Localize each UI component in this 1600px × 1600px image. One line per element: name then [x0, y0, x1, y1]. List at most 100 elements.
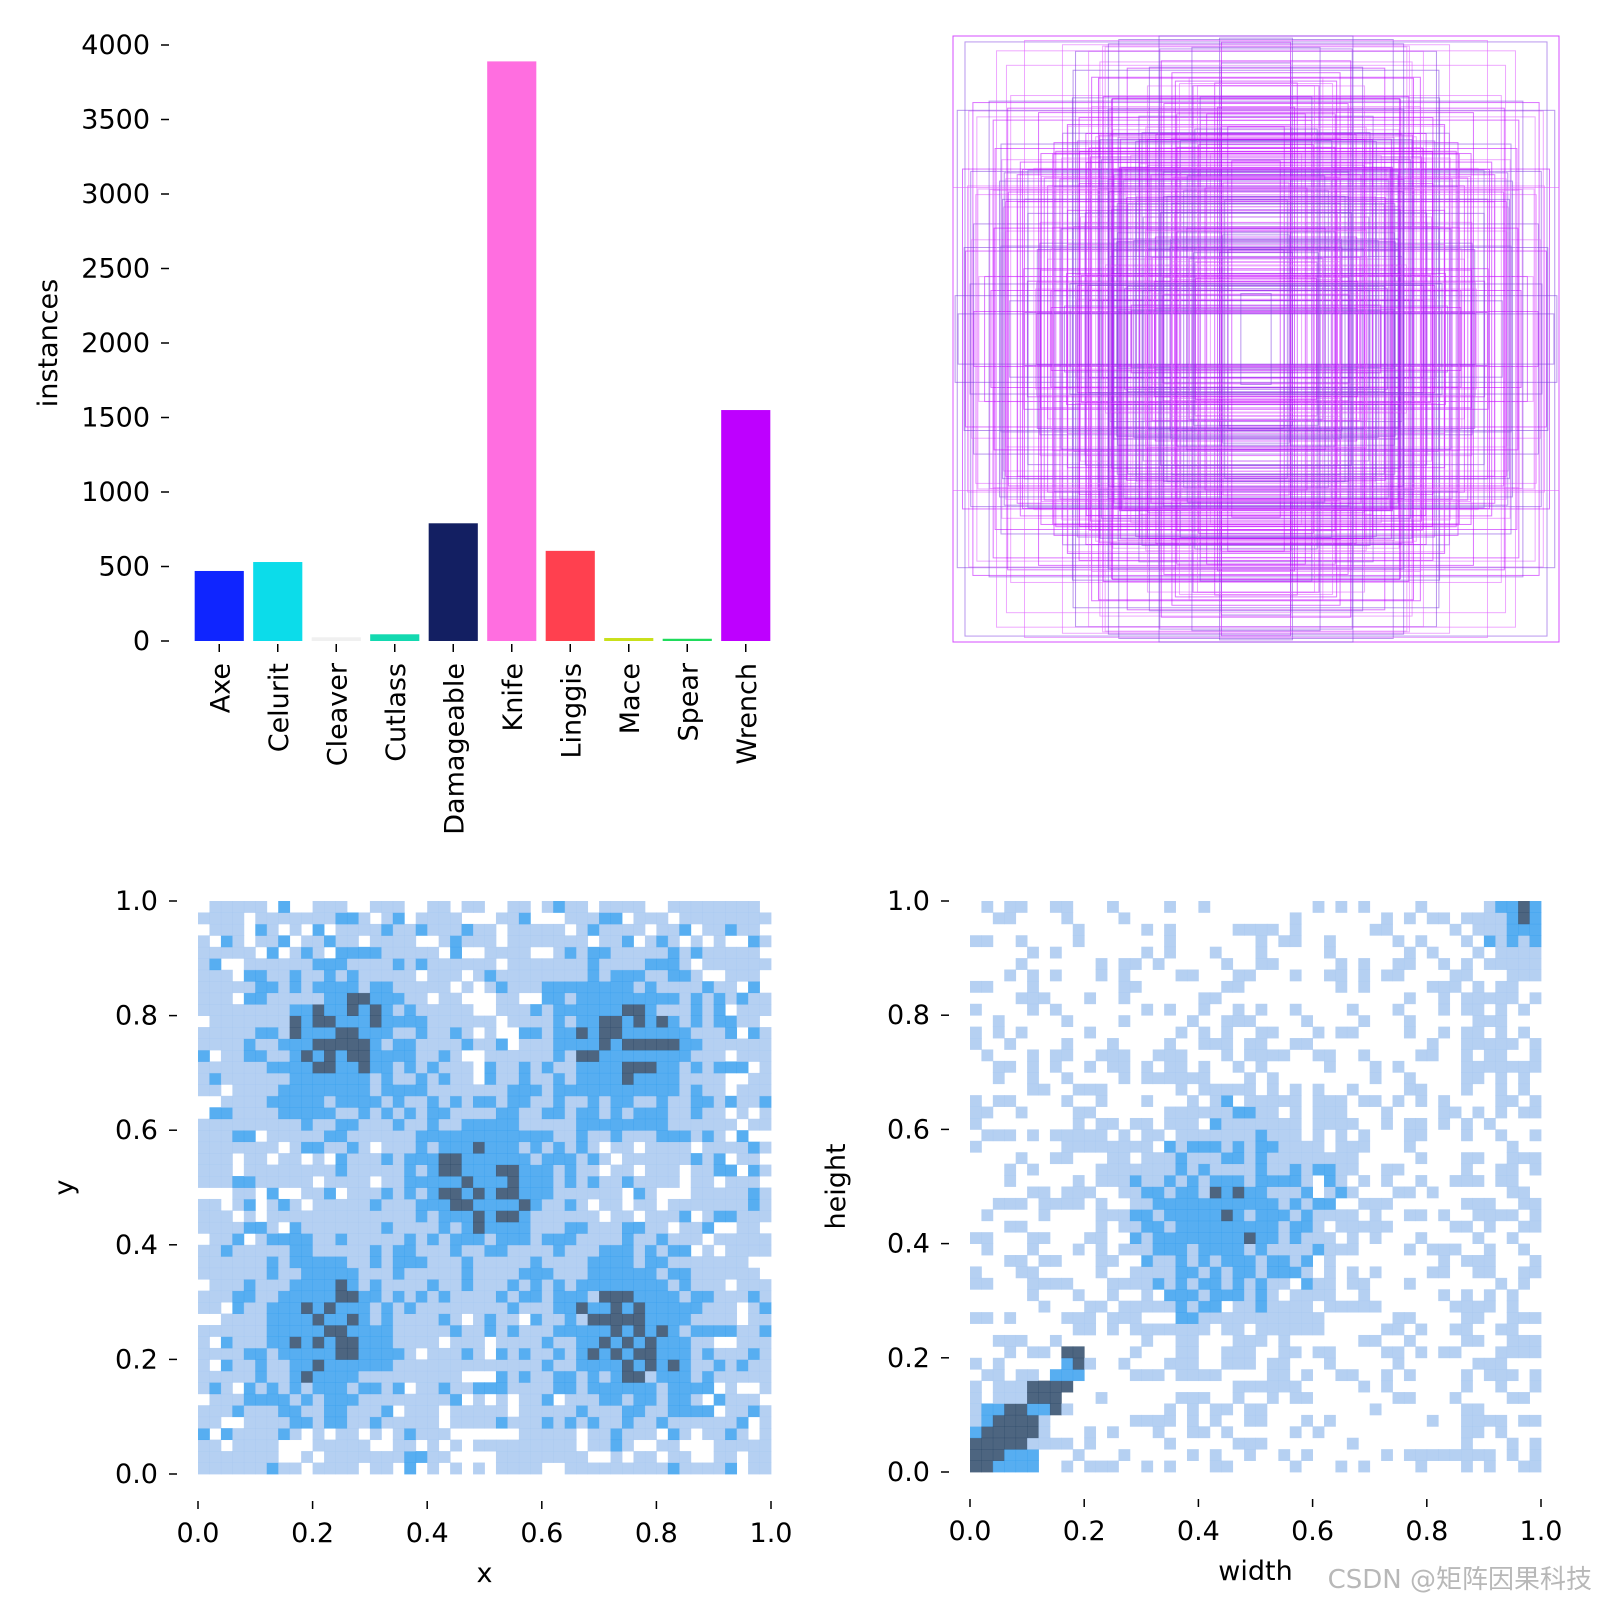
heatmap-cell [970, 935, 982, 948]
heatmap-cell [289, 1393, 302, 1406]
heatmap-cell [553, 969, 566, 982]
heatmap-cell [209, 1221, 222, 1234]
heatmap-cell [690, 1176, 703, 1188]
heatmap-cell [610, 1336, 623, 1349]
heatmap-cell [369, 1153, 382, 1165]
heatmap-cell [1312, 1083, 1325, 1096]
heatmap-cell [1164, 1277, 1176, 1290]
heatmap-cell [1483, 901, 1496, 913]
heatmap-xtick-label: 0.2 [291, 1518, 334, 1549]
heatmap-cell [278, 1153, 291, 1165]
heatmap-cell [450, 1049, 462, 1062]
heatmap-cell [1255, 1266, 1268, 1279]
heatmap-cell [576, 1004, 589, 1016]
heatmap-cell [530, 935, 543, 948]
heatmap-cell [209, 1198, 222, 1211]
heatmap-cell [495, 1416, 508, 1429]
heatmap-cell [324, 1451, 336, 1463]
heatmap-cell [679, 1256, 692, 1269]
heatmap-cell [1175, 1334, 1188, 1347]
heatmap-cell [335, 1164, 348, 1177]
heatmap-cell [1289, 1255, 1302, 1267]
heatmap-cell [564, 1198, 577, 1211]
heatmap-cell [1461, 1175, 1473, 1187]
heatmap-cell [381, 1290, 394, 1303]
heatmap-cell [1175, 1163, 1188, 1176]
heatmap-cell [392, 1302, 405, 1314]
heatmap-cell [702, 1313, 715, 1326]
heatmap-cell [622, 1416, 634, 1429]
heatmap-cell [1164, 1175, 1176, 1187]
heatmap-cell [1518, 1243, 1530, 1256]
heatmap-cell [1175, 1026, 1188, 1039]
heatmap-cell [1449, 1449, 1462, 1461]
heatmap-cell [1278, 1140, 1291, 1153]
heatmap-cell [461, 1359, 474, 1372]
heatmap-cell [1461, 1049, 1473, 1062]
heatmap-cell [450, 1405, 462, 1418]
heatmap-cell [427, 1141, 440, 1154]
heatmap-cell [1255, 1209, 1268, 1222]
heatmap-cell [404, 1221, 417, 1234]
heatmap-cell [1244, 969, 1256, 982]
heatmap-cell [1004, 1038, 1017, 1050]
heatmap-cell [289, 1176, 302, 1188]
heatmap-cell [278, 969, 291, 982]
heatmap-cell [530, 1015, 543, 1028]
heatmap-cell [1392, 969, 1405, 982]
heatmap-cell [415, 946, 428, 959]
heatmap-cell [220, 1451, 233, 1463]
heatmap-cell [1164, 1140, 1176, 1153]
heatmap-cell [381, 1313, 394, 1326]
heatmap-cell [518, 1233, 531, 1246]
heatmap-cell [369, 901, 382, 913]
heatmap-cell [312, 1325, 325, 1337]
heatmap-cell [438, 1004, 451, 1016]
heatmap-cell [1438, 1449, 1451, 1461]
heatmap-cell [1004, 1414, 1017, 1427]
bar-xtick-label: Linggis [556, 663, 587, 759]
heatmap-cell [633, 1279, 646, 1292]
overlay-box [973, 311, 1539, 367]
heatmap-cell [301, 1244, 313, 1257]
heatmap-cell [679, 1405, 692, 1418]
heatmap-cell [1506, 1209, 1519, 1222]
heatmap-cell [748, 1015, 760, 1028]
heatmap-cell [369, 1004, 382, 1016]
heatmap-cell [564, 1084, 577, 1097]
heatmap-cell [220, 1118, 233, 1131]
heatmap-cell [507, 1153, 520, 1165]
heatmap-cell [644, 1267, 657, 1280]
overlay-box [1102, 96, 1410, 582]
heatmap-cell [1255, 1106, 1268, 1119]
heatmap-cell [324, 992, 336, 1005]
heatmap-cell [530, 1095, 543, 1108]
heatmap-cell [633, 1004, 646, 1016]
heatmap-cell [1438, 1243, 1451, 1256]
heatmap-cell [622, 923, 634, 936]
heatmap-cell [564, 1405, 577, 1418]
heatmap-cell [970, 1106, 982, 1119]
heatmap-cell [656, 1462, 669, 1475]
heatmap-cell [633, 1095, 646, 1108]
heatmap-cell [1403, 1015, 1416, 1028]
heatmap-cell [633, 1325, 646, 1337]
heatmap-cell [461, 1107, 474, 1120]
heatmap-cell [220, 969, 233, 982]
heatmap-cell [266, 1382, 279, 1395]
heatmap-cell [266, 1221, 279, 1234]
heatmap-cell [530, 1325, 543, 1337]
heatmap-cell [1483, 1117, 1496, 1130]
heatmap-cell [209, 1176, 222, 1188]
heatmap-cell [981, 1312, 994, 1324]
heatmap-cell [1255, 1003, 1268, 1016]
heatmap-cell [1209, 1117, 1222, 1130]
heatmap-cell [1027, 1392, 1039, 1404]
heatmap-cell [970, 1038, 982, 1050]
heatmap-cell [427, 1095, 440, 1108]
heatmap-cell [1518, 1026, 1530, 1039]
heatmap-cell [1175, 1277, 1188, 1290]
heatmap-cell [484, 1313, 497, 1326]
heatmap-cell [255, 1382, 268, 1395]
heatmap-cell [312, 1267, 325, 1280]
